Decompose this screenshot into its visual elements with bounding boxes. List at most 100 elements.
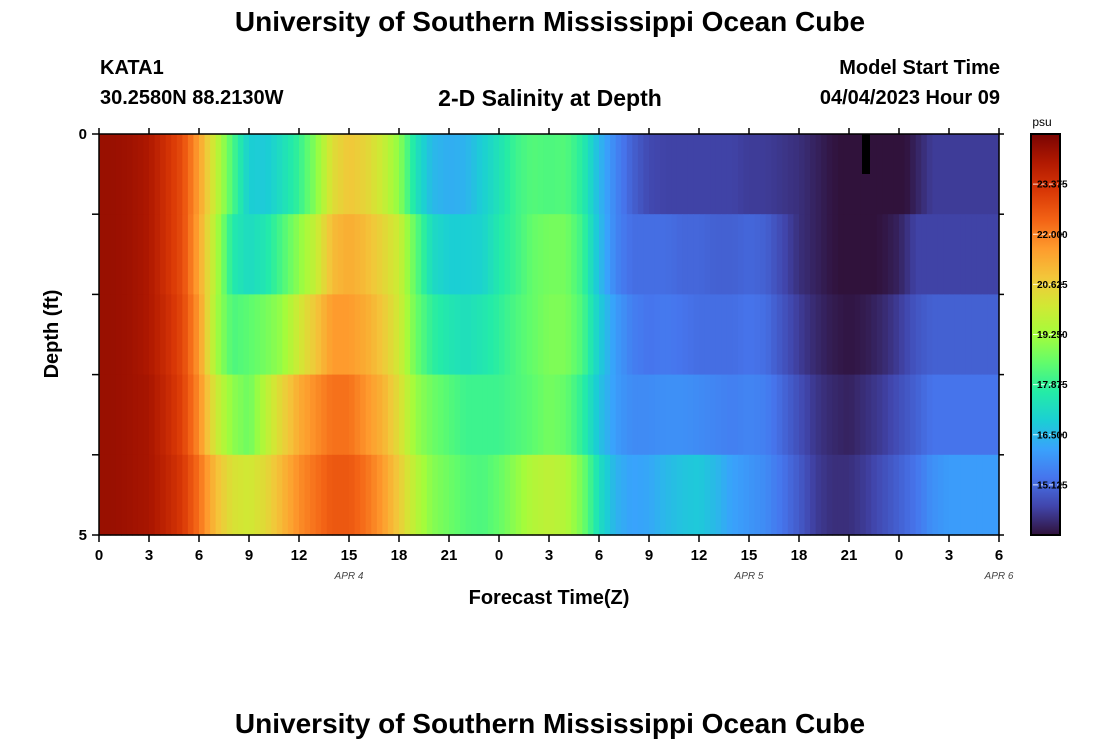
x-tick-label: 12 — [691, 547, 708, 564]
heatmap-cell — [815, 374, 822, 456]
heatmap-cell — [182, 214, 189, 295]
heatmap-cell — [510, 374, 517, 456]
heatmap-cell — [671, 214, 678, 295]
heatmap-cell — [982, 214, 989, 295]
heatmap-cell — [315, 294, 322, 376]
heatmap-cell — [243, 214, 250, 295]
heatmap-cell — [237, 454, 245, 536]
heatmap-cell — [299, 214, 306, 295]
heatmap-cell — [582, 454, 589, 536]
heatmap-cell — [754, 214, 761, 295]
heatmap-cell — [837, 214, 845, 295]
heatmap-cell — [282, 134, 289, 215]
heatmap-cell — [932, 294, 939, 376]
heatmap-cell — [799, 294, 806, 376]
heatmap-cell — [443, 134, 450, 215]
heatmap-cell — [693, 134, 700, 215]
heatmap-cell — [304, 374, 311, 456]
heatmap-cell — [710, 214, 717, 295]
heatmap-cell — [482, 374, 489, 456]
model-start-label: Model Start Time — [839, 57, 1000, 79]
heatmap-cell — [865, 294, 872, 376]
heatmap-cell — [343, 374, 350, 456]
heatmap-cell — [337, 294, 345, 376]
heatmap-cell — [193, 454, 200, 536]
missing-data-marker — [862, 134, 870, 174]
heatmap-cell — [237, 214, 245, 295]
heatmap-cell — [226, 374, 233, 456]
heatmap-cell — [826, 214, 833, 295]
heatmap-cell — [532, 374, 539, 456]
heatmap-cell — [543, 214, 550, 295]
heatmap-cell — [532, 294, 539, 376]
heatmap-cell — [143, 374, 150, 456]
heatmap-cell — [376, 214, 383, 295]
heatmap-cell — [187, 214, 195, 295]
heatmap-cell — [243, 374, 250, 456]
heatmap-cell — [582, 214, 589, 295]
heatmap-cell — [993, 214, 1000, 295]
heatmap-cell — [443, 454, 450, 536]
heatmap-cell — [137, 294, 145, 376]
heatmap-cell — [965, 294, 972, 376]
x-axis: 0 3 6 9 12 15 18 21 0 3 6 9 12 15 18 21 0 3 6 APR 4 APR 5 APR… — [95, 128, 1014, 582]
heatmap-cell — [504, 454, 511, 536]
heatmap-cell — [376, 454, 383, 536]
heatmap-cell — [904, 294, 911, 376]
heatmap-cell — [654, 134, 661, 215]
heatmap-cell — [699, 214, 706, 295]
heatmap-cell — [599, 374, 606, 456]
heatmap-cell — [115, 214, 122, 295]
heatmap-cell — [643, 214, 650, 295]
heatmap-cell — [182, 374, 189, 456]
heatmap-cell — [393, 294, 400, 376]
heatmap-cell — [293, 374, 300, 456]
heatmap-cell — [660, 374, 667, 456]
heatmap-cell — [443, 294, 450, 376]
heatmap-cell — [499, 294, 506, 376]
chart-subtitle: 2-D Salinity at Depth — [438, 85, 662, 111]
heatmap-cell — [571, 134, 578, 215]
heatmap-cell — [682, 134, 689, 215]
heatmap-cell — [743, 374, 750, 456]
heatmap-cell — [254, 294, 261, 376]
heatmap-cell — [560, 134, 567, 215]
heatmap-cell — [821, 214, 828, 295]
heatmap-cell — [332, 454, 339, 536]
heatmap-cell — [376, 134, 383, 215]
heatmap-cell — [287, 134, 295, 215]
heatmap-cell — [704, 374, 711, 456]
heatmap-cell — [465, 294, 472, 376]
x-date-label: APR 5 — [734, 571, 764, 582]
heatmap-cell — [910, 294, 917, 376]
heatmap-cell — [215, 454, 222, 536]
heatmap-cell — [160, 214, 167, 295]
heatmap-cell — [326, 294, 333, 376]
heatmap-cell — [354, 294, 361, 376]
heatmap-cell — [899, 454, 906, 536]
heatmap-cell — [871, 454, 878, 536]
heatmap-cell — [121, 214, 128, 295]
heatmap-cell — [254, 214, 261, 295]
heatmap-cell — [626, 134, 633, 215]
heatmap-cell — [165, 214, 172, 295]
heatmap-cell — [921, 134, 928, 215]
heatmap-cell — [221, 294, 228, 376]
heatmap-cell — [865, 374, 872, 456]
heatmap-cell — [993, 134, 1000, 215]
heatmap-cell — [221, 214, 228, 295]
heatmap-cell — [665, 374, 672, 456]
heatmap-cell — [704, 214, 711, 295]
heatmap-cell — [676, 294, 683, 376]
heatmap-cell — [676, 214, 683, 295]
heatmap-cell — [165, 454, 172, 536]
heatmap-cell — [393, 454, 400, 536]
heatmap-cell — [971, 134, 978, 215]
heatmap-cell — [415, 454, 422, 536]
heatmap-cell — [460, 134, 467, 215]
heatmap-cell — [143, 454, 150, 536]
heatmap-cell — [593, 454, 600, 536]
heatmap-cell — [776, 454, 783, 536]
heatmap-cell — [899, 374, 906, 456]
heatmap-cell — [199, 214, 206, 295]
